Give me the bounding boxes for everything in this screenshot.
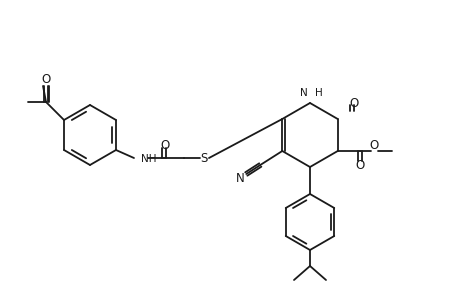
Text: S: S (200, 152, 207, 164)
Text: O: O (160, 139, 169, 152)
Text: NH: NH (140, 154, 156, 164)
Text: H: H (314, 88, 322, 98)
Text: N: N (300, 88, 308, 98)
Text: O: O (368, 139, 377, 152)
Text: N: N (235, 172, 244, 184)
Text: O: O (348, 97, 358, 110)
Text: O: O (354, 158, 364, 172)
Text: O: O (41, 73, 50, 85)
